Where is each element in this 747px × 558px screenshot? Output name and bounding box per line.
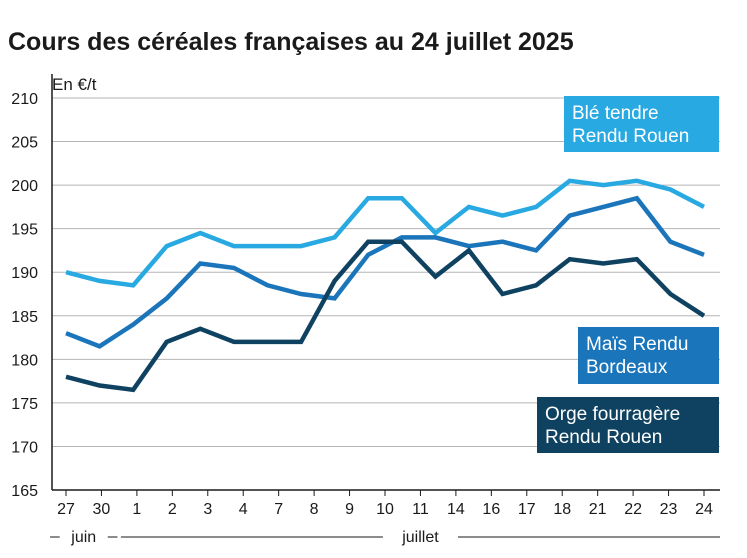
- y-tick-label: 165: [11, 483, 38, 500]
- x-tick-label: 22: [624, 501, 642, 518]
- legend-box-ble-tendre: [564, 96, 719, 152]
- legend-label: Rendu Rouen: [545, 427, 662, 448]
- x-axis-ticks: 27 30 1 2 3 4 7 8 9 10 11 14 16 17 18 21 22 23 24: [57, 490, 713, 518]
- x-tick-label: 1: [132, 501, 141, 518]
- legend-label: Orge fourragère: [545, 404, 680, 425]
- x-tick-label: 17: [518, 501, 536, 518]
- x-tick-label: 27: [57, 501, 75, 518]
- x-tick-label: 7: [274, 501, 283, 518]
- x-tick-label: 21: [589, 501, 607, 518]
- x-tick-label: 30: [93, 501, 111, 518]
- y-tick-label: 175: [11, 396, 38, 413]
- y-tick-label: 170: [11, 439, 38, 456]
- x-tick-label: 18: [553, 501, 571, 518]
- legend-label: Bordeaux: [586, 357, 668, 378]
- y-tick-label: 195: [11, 222, 38, 239]
- x-tick-label: 2: [168, 501, 177, 518]
- x-tick-label: 11: [412, 501, 429, 518]
- series-lines: [65, 178, 706, 393]
- y-tick-label: 210: [11, 91, 38, 108]
- y-tick-label: 190: [11, 265, 38, 282]
- y-axis-ticks: 165 170 175 180 185 190 195 200 205 210: [11, 91, 38, 500]
- legend-label: Blé tendre: [572, 103, 659, 124]
- y-tick-label: 205: [11, 135, 38, 152]
- series-line-mais: [65, 195, 705, 349]
- x-tick-label: 16: [482, 501, 500, 518]
- series-line-orge: [65, 239, 706, 393]
- month-label-juillet: juillet: [401, 529, 439, 546]
- x-tick-label: 3: [203, 501, 212, 518]
- legend-label: Maïs Rendu: [586, 334, 688, 355]
- month-label-juin: juin: [70, 529, 96, 546]
- legend-label: Rendu Rouen: [572, 126, 689, 147]
- x-tick-label: 14: [447, 501, 465, 518]
- x-tick-label: 24: [695, 501, 713, 518]
- legend-box-mais: [578, 327, 719, 384]
- x-tick-label: 10: [376, 501, 394, 518]
- x-tick-label: 9: [345, 501, 354, 518]
- series-line-ble-tendre: [65, 178, 706, 288]
- month-axis: juin juillet: [50, 529, 720, 546]
- y-axis-unit-label: En €/t: [52, 75, 97, 94]
- y-tick-label: 200: [11, 178, 38, 195]
- x-tick-label: 4: [239, 501, 248, 518]
- y-tick-label: 185: [11, 309, 38, 326]
- y-tick-label: 180: [11, 352, 38, 369]
- x-tick-label: 23: [660, 501, 678, 518]
- x-tick-label: 8: [310, 501, 319, 518]
- chart-title: Cours des céréales françaises au 24 juil…: [8, 28, 574, 56]
- legend-box-orge: [537, 397, 719, 453]
